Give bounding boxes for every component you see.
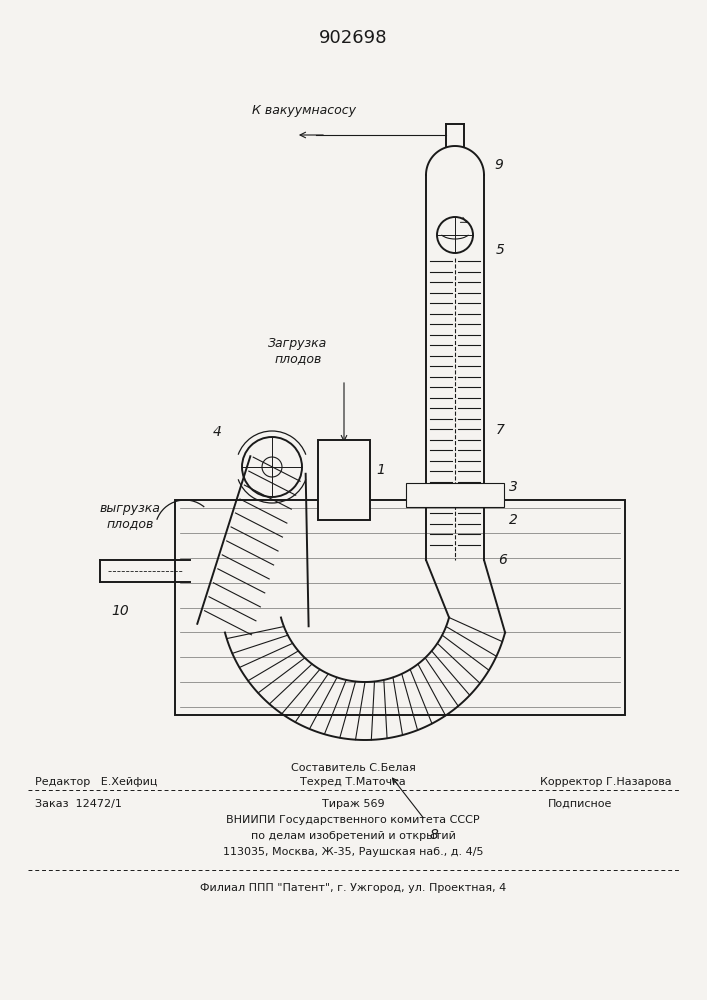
Text: 5: 5 [496, 243, 505, 257]
Bar [406, 483, 504, 507]
Text: 10: 10 [111, 604, 129, 618]
Text: 9: 9 [494, 158, 503, 172]
Text: Подписное: Подписное [548, 799, 612, 809]
Text: Редактор   Е.Хейфиц: Редактор Е.Хейфиц [35, 777, 158, 787]
Text: 2: 2 [509, 513, 518, 527]
Text: 4: 4 [213, 425, 222, 439]
Text: 113035, Москва, Ж-35, Раушская наб., д. 4/5: 113035, Москва, Ж-35, Раушская наб., д. … [223, 847, 484, 857]
Bar [175, 500, 625, 715]
Text: Тираж 569: Тираж 569 [322, 799, 385, 809]
Bar [318, 440, 370, 520]
Text: Составитель С.Белая: Составитель С.Белая [291, 763, 416, 773]
Text: Корректор Г.Назарова: Корректор Г.Назарова [540, 777, 672, 787]
Text: выгрузка
плодов: выгрузка плодов [100, 502, 160, 530]
Text: Техред Т.Маточка: Техред Т.Маточка [300, 777, 406, 787]
Text: по делам изобретений и открытий: по делам изобретений и открытий [250, 831, 455, 841]
Text: 3: 3 [509, 480, 518, 494]
Text: Филиал ППП "Патент", г. Ужгород, ул. Проектная, 4: Филиал ППП "Патент", г. Ужгород, ул. Про… [200, 883, 506, 893]
Text: Загрузка
плодов: Загрузка плодов [269, 337, 327, 365]
Text: Заказ  12472/1: Заказ 12472/1 [35, 799, 122, 809]
Text: 6: 6 [498, 553, 507, 567]
Text: 8: 8 [430, 828, 439, 842]
Text: ВНИИПИ Государственного комитета СССР: ВНИИПИ Государственного комитета СССР [226, 815, 480, 825]
Text: 902698: 902698 [319, 29, 387, 47]
Text: 1: 1 [376, 463, 385, 477]
Text: 7: 7 [496, 423, 505, 437]
Text: К вакуумнасосу: К вакуумнасосу [252, 104, 356, 117]
